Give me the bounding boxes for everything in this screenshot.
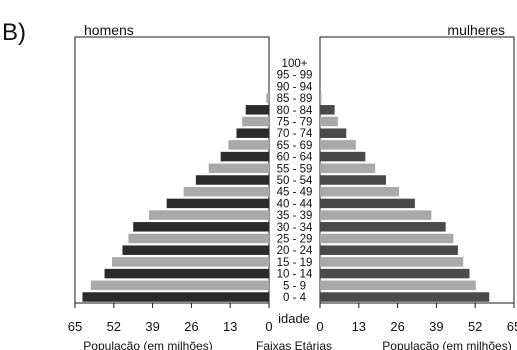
right-x-tick-label: 0 bbox=[316, 319, 323, 334]
bar-mulheres-10 bbox=[320, 175, 386, 185]
bar-mulheres-7 bbox=[320, 210, 432, 220]
left-title: homens bbox=[84, 22, 134, 38]
bar-mulheres-11 bbox=[320, 163, 376, 174]
left-x-axis-label: População (em milhões) bbox=[83, 339, 212, 350]
bar-mulheres-8 bbox=[320, 198, 415, 209]
bar-homens-16 bbox=[245, 105, 269, 115]
left-x-tick-label: 13 bbox=[223, 319, 237, 334]
bar-mulheres-5 bbox=[320, 233, 454, 244]
bar-mulheres-16 bbox=[320, 105, 335, 115]
left-x-tick-label: 26 bbox=[184, 319, 198, 334]
bar-mulheres-4 bbox=[320, 245, 458, 255]
bar-homens-13 bbox=[228, 140, 269, 150]
age-group-label: 100+ bbox=[282, 58, 308, 70]
bar-homens-5 bbox=[128, 233, 269, 244]
age-group-label: 15 - 19 bbox=[277, 257, 313, 269]
bar-homens-14 bbox=[236, 128, 269, 138]
left-x-tick-label: 65 bbox=[68, 319, 82, 334]
bar-homens-17 bbox=[266, 93, 269, 103]
bar-homens-7 bbox=[149, 210, 269, 220]
bar-mulheres-15 bbox=[320, 116, 338, 127]
age-group-label: 0 - 4 bbox=[283, 292, 307, 304]
bar-homens-15 bbox=[242, 116, 269, 127]
age-group-label: 20 - 24 bbox=[277, 245, 313, 257]
bar-mulheres-13 bbox=[320, 140, 356, 150]
age-group-label: 5 - 9 bbox=[283, 280, 306, 292]
age-group-label: 40 - 44 bbox=[277, 198, 313, 210]
age-group-label: 50 - 54 bbox=[277, 175, 313, 187]
right-x-tick-label: 26 bbox=[390, 319, 404, 334]
age-group-label: 55 - 59 bbox=[277, 163, 313, 175]
bar-mulheres-3 bbox=[320, 257, 464, 267]
right-x-tick-label: 65 bbox=[507, 319, 517, 334]
age-group-label: 95 - 99 bbox=[277, 70, 313, 82]
age-group-label: 65 - 69 bbox=[277, 140, 313, 152]
center-axis-label: Faixas Etárias bbox=[256, 339, 332, 350]
age-group-label: 35 - 39 bbox=[277, 210, 313, 222]
age-group-label: 75 - 79 bbox=[277, 117, 313, 129]
bar-mulheres-0 bbox=[320, 292, 490, 302]
left-x-tick-label: 52 bbox=[107, 319, 121, 334]
left-x-tick-label: 39 bbox=[145, 319, 159, 334]
age-group-label: 25 - 29 bbox=[277, 234, 313, 246]
age-group-label: 90 - 94 bbox=[277, 81, 313, 93]
age-group-label: 80 - 84 bbox=[277, 105, 313, 117]
age-group-label: 30 - 34 bbox=[277, 222, 313, 234]
bar-homens-9 bbox=[183, 186, 269, 197]
bar-homens-2 bbox=[104, 268, 269, 279]
age-group-label: 10 - 14 bbox=[277, 269, 313, 281]
right-title: mulheres bbox=[447, 22, 505, 38]
bar-mulheres-1 bbox=[320, 280, 476, 291]
left-x-tick-label: 0 bbox=[265, 319, 272, 334]
bar-homens-8 bbox=[166, 198, 269, 209]
bar-mulheres-6 bbox=[320, 222, 446, 232]
bar-homens-1 bbox=[90, 280, 270, 291]
bar-mulheres-9 bbox=[320, 186, 400, 197]
age-group-label: 60 - 64 bbox=[277, 152, 313, 164]
bar-homens-6 bbox=[133, 222, 269, 232]
bar-homens-12 bbox=[220, 151, 269, 162]
age-group-label: 70 - 74 bbox=[277, 128, 313, 140]
bar-homens-11 bbox=[208, 163, 269, 174]
panel-label: B) bbox=[2, 19, 26, 46]
age-group-label: 45 - 49 bbox=[277, 187, 313, 199]
bar-mulheres-14 bbox=[320, 128, 347, 138]
right-x-axis-label: População (em milhões) bbox=[382, 339, 511, 350]
bar-homens-10 bbox=[195, 175, 269, 185]
bar-homens-4 bbox=[122, 245, 269, 255]
bar-mulheres-17 bbox=[320, 93, 322, 103]
age-group-label: 85 - 89 bbox=[277, 93, 313, 105]
bar-homens-3 bbox=[112, 257, 269, 267]
center-header: idade bbox=[278, 311, 310, 326]
bar-mulheres-12 bbox=[320, 151, 366, 162]
right-x-tick-label: 39 bbox=[429, 319, 443, 334]
right-x-tick-label: 13 bbox=[352, 319, 366, 334]
bar-mulheres-2 bbox=[320, 268, 470, 279]
right-x-tick-label: 52 bbox=[468, 319, 482, 334]
bar-homens-0 bbox=[82, 292, 269, 302]
